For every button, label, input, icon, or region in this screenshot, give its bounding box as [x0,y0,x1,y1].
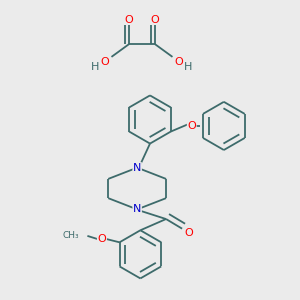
Text: CH₃: CH₃ [63,231,80,240]
Text: O: O [101,57,110,67]
Text: O: O [150,15,159,25]
Text: O: O [98,234,106,244]
Text: O: O [184,229,193,238]
Text: O: O [125,15,134,25]
Text: O: O [188,121,196,131]
Text: O: O [175,57,183,67]
Text: H: H [91,61,100,71]
Text: H: H [184,61,193,71]
Text: N: N [133,204,141,214]
Text: N: N [133,163,141,173]
